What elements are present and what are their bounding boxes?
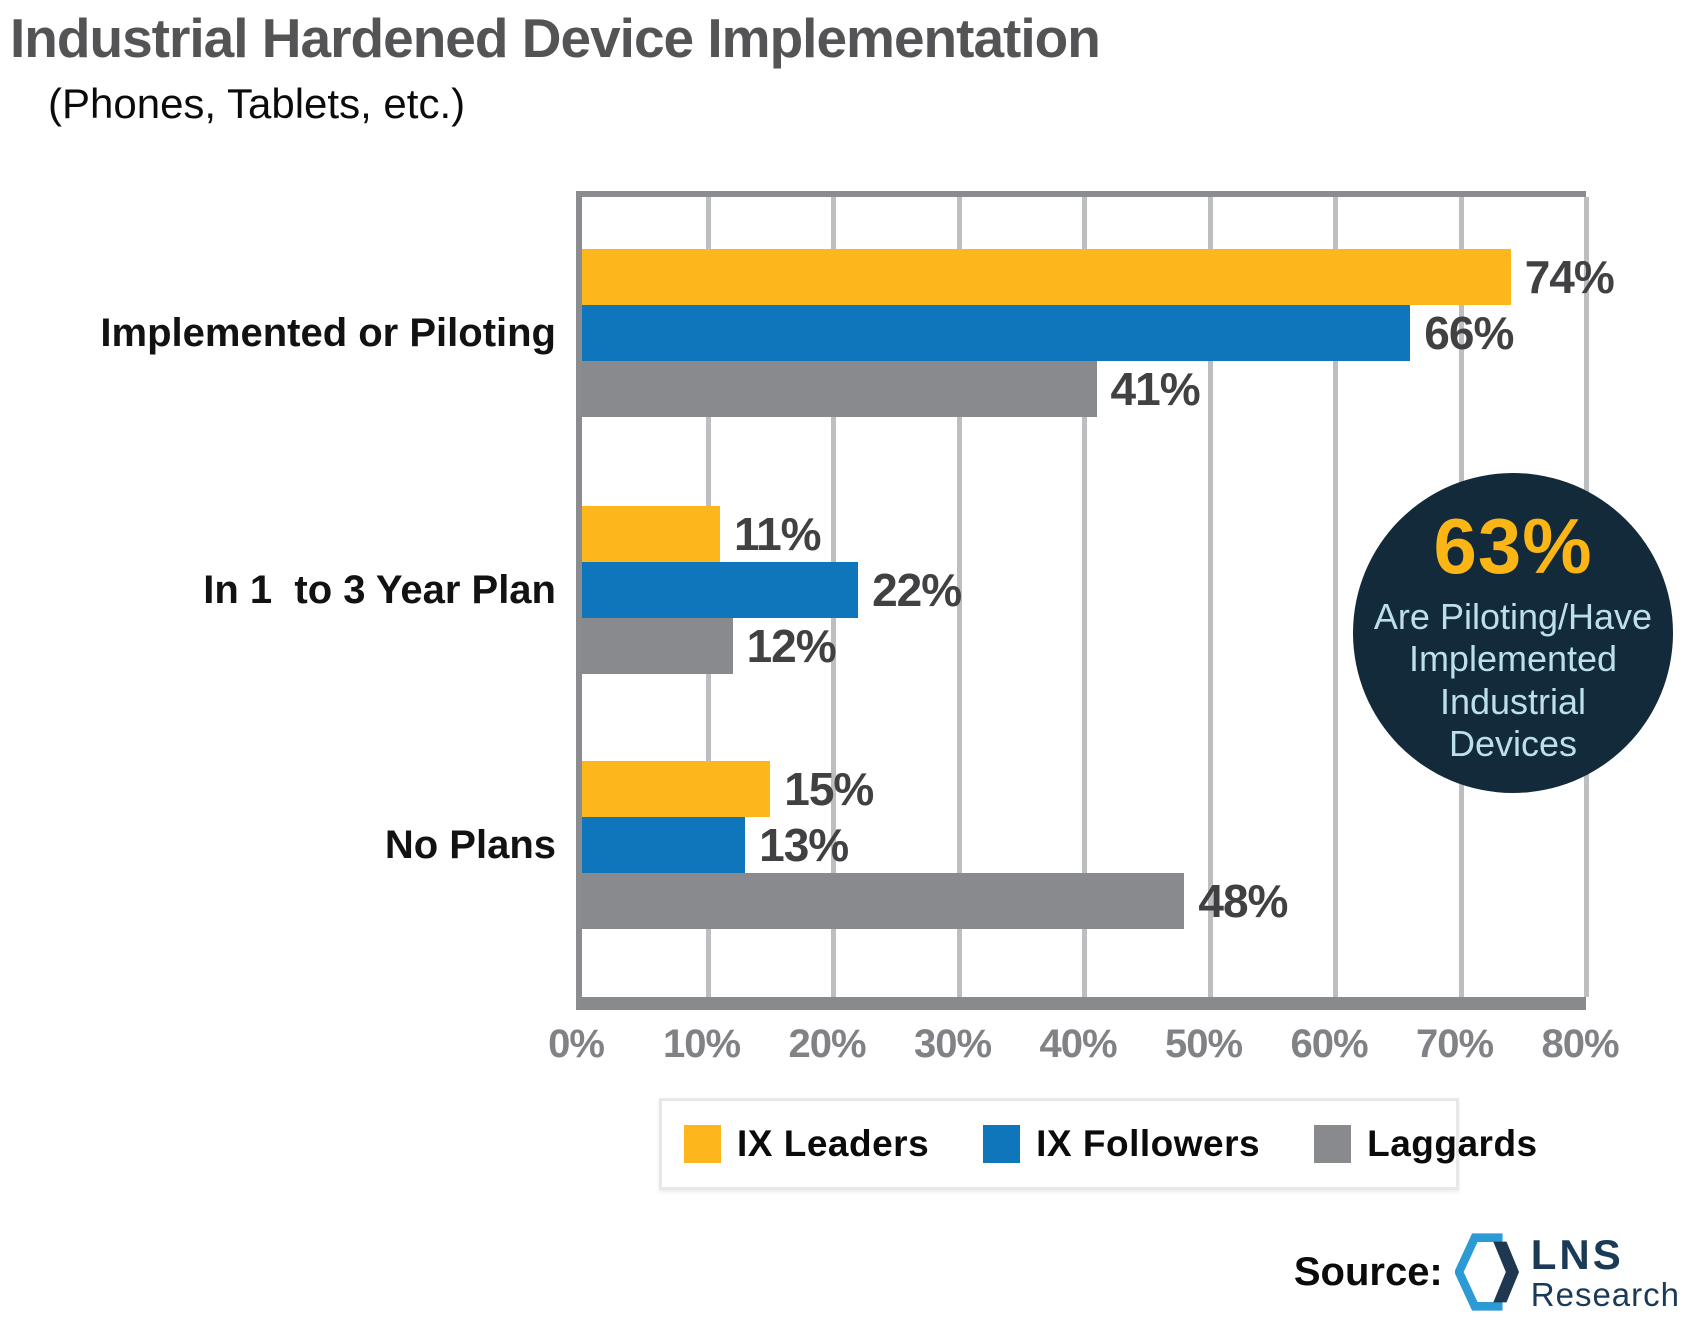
- badge-headline: 63%: [1433, 502, 1593, 591]
- x-tick: 20%: [788, 1022, 866, 1066]
- legend-item-laggards: Laggards: [1314, 1123, 1538, 1165]
- bar-value-label: 12%: [746, 620, 837, 672]
- bar-row: 41%: [582, 361, 1586, 417]
- x-axis-tick-row: 0% 10% 20% 30% 40% 50% 60% 70% 80%: [548, 1022, 1619, 1074]
- bar-value-label: 13%: [759, 819, 849, 871]
- brand-sub: Research: [1530, 1275, 1680, 1313]
- bar-group-implemented-or-piloting: 74% 66% 41%: [582, 249, 1615, 417]
- badge-text-line: Industrial: [1439, 680, 1587, 722]
- x-tick: 50%: [1164, 1022, 1243, 1066]
- category-label-implemented-or-piloting: Implemented or Piloting: [100, 310, 556, 355]
- lns-brand-text: LNS Research: [1530, 1230, 1680, 1313]
- bar-ix-followers: [582, 562, 859, 618]
- bar-value-label: 15%: [784, 763, 874, 815]
- x-tick: 30%: [913, 1022, 992, 1066]
- x-tick: 40%: [1039, 1022, 1117, 1066]
- bar-value-label: 22%: [872, 564, 962, 616]
- badge-text-line: Are Piloting/Have: [1373, 596, 1653, 638]
- bar-row: 48%: [582, 873, 1586, 929]
- legend-label: Laggards: [1367, 1123, 1538, 1164]
- bar-value-label: 48%: [1198, 875, 1288, 927]
- x-tick: 60%: [1290, 1022, 1368, 1066]
- bar-ix-leaders: [582, 506, 721, 562]
- legend-swatch-laggards: [1314, 1125, 1352, 1163]
- page-title: Industrial Hardened Device Implementatio…: [10, 7, 1101, 69]
- bar-row: 11%: [582, 506, 1586, 562]
- legend-swatch-ix-leaders: [684, 1125, 721, 1163]
- brand-name: LNS: [1530, 1230, 1624, 1278]
- gridline-30pct: [956, 197, 962, 997]
- bar-row: 13%: [582, 817, 1586, 873]
- bar-row: 12%: [582, 618, 1586, 674]
- bar-ix-followers: [582, 817, 746, 873]
- bar-ix-leaders: [582, 761, 771, 817]
- source-attribution: Source: LNS Research: [1294, 1230, 1680, 1314]
- bar-laggards: [582, 873, 1185, 929]
- bar-value-label: 66%: [1424, 307, 1514, 359]
- badge-text-line: Devices: [1448, 722, 1578, 764]
- x-tick: 0%: [548, 1022, 605, 1066]
- bar-group-1-to-3-year-plan: 11% 22% 12%: [582, 506, 1586, 674]
- legend: IX Leaders IX Followers Laggards: [659, 1098, 1537, 1190]
- plot-area: 74% 66% 41% 11% 22% 12%: [576, 191, 1615, 1010]
- x-tick: 70%: [1415, 1022, 1494, 1066]
- gridline-60pct: [1333, 197, 1338, 997]
- category-label-1-to-3-year-plan: In 1 to 3 Year Plan: [203, 567, 556, 612]
- bar-value-label: 41%: [1110, 363, 1201, 415]
- legend-item-ix-leaders: IX Leaders: [684, 1123, 929, 1165]
- bar-row: 22%: [582, 562, 1586, 618]
- lns-logo-icon: [1454, 1233, 1519, 1311]
- legend-label: IX Followers: [1036, 1123, 1261, 1164]
- category-label-no-plans: No Plans: [384, 822, 556, 867]
- legend-swatch-ix-followers: [983, 1125, 1021, 1163]
- badge-text-line: Implemented: [1408, 638, 1618, 680]
- legend-label: IX Leaders: [737, 1123, 930, 1164]
- bar-value-label: 11%: [734, 508, 822, 560]
- callout-badge-circle: 63% Are Piloting/Have Implemented Indust…: [1353, 473, 1673, 793]
- bar-ix-followers: [582, 305, 1411, 361]
- gridline-50pct: [1207, 197, 1213, 997]
- bar-group-no-plans: 15% 13% 48%: [582, 761, 1586, 929]
- bar-ix-leaders: [582, 249, 1511, 305]
- bar-row: 74%: [582, 249, 1615, 305]
- x-tick: 10%: [662, 1022, 741, 1066]
- bar-laggards: [582, 361, 1097, 417]
- page-subtitle: (Phones, Tablets, etc.): [48, 80, 466, 127]
- bar-row: 15%: [582, 761, 1586, 817]
- bar-laggards: [582, 618, 733, 674]
- source-label: Source:: [1293, 1249, 1443, 1294]
- bar-value-label: 74%: [1524, 251, 1615, 303]
- gridline-40pct: [1082, 197, 1087, 997]
- bar-row: 66%: [582, 305, 1586, 361]
- x-tick: 80%: [1541, 1022, 1619, 1066]
- legend-item-ix-followers: IX Followers: [983, 1123, 1260, 1165]
